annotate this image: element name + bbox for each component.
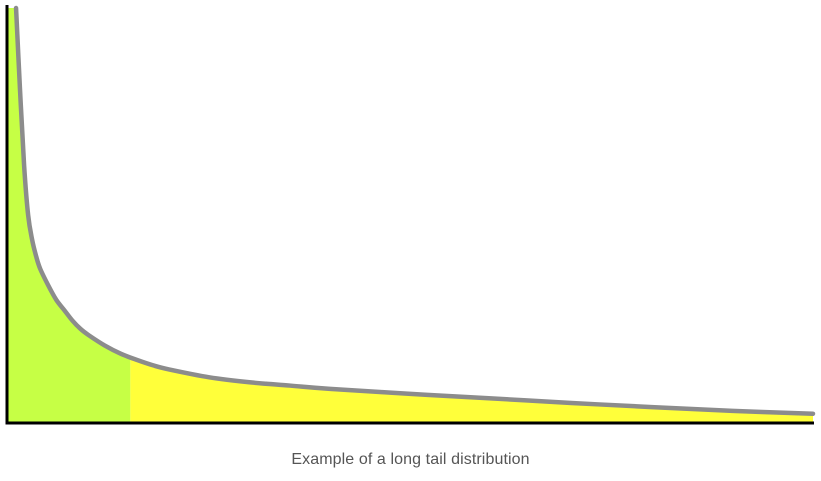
long-tail-chart: [5, 5, 816, 425]
head-area: [8, 8, 131, 422]
tail-area: [130, 357, 813, 422]
distribution-curve: [13, 5, 816, 416]
chart-caption: Example of a long tail distribution: [291, 451, 530, 468]
area-fills: [8, 8, 813, 422]
